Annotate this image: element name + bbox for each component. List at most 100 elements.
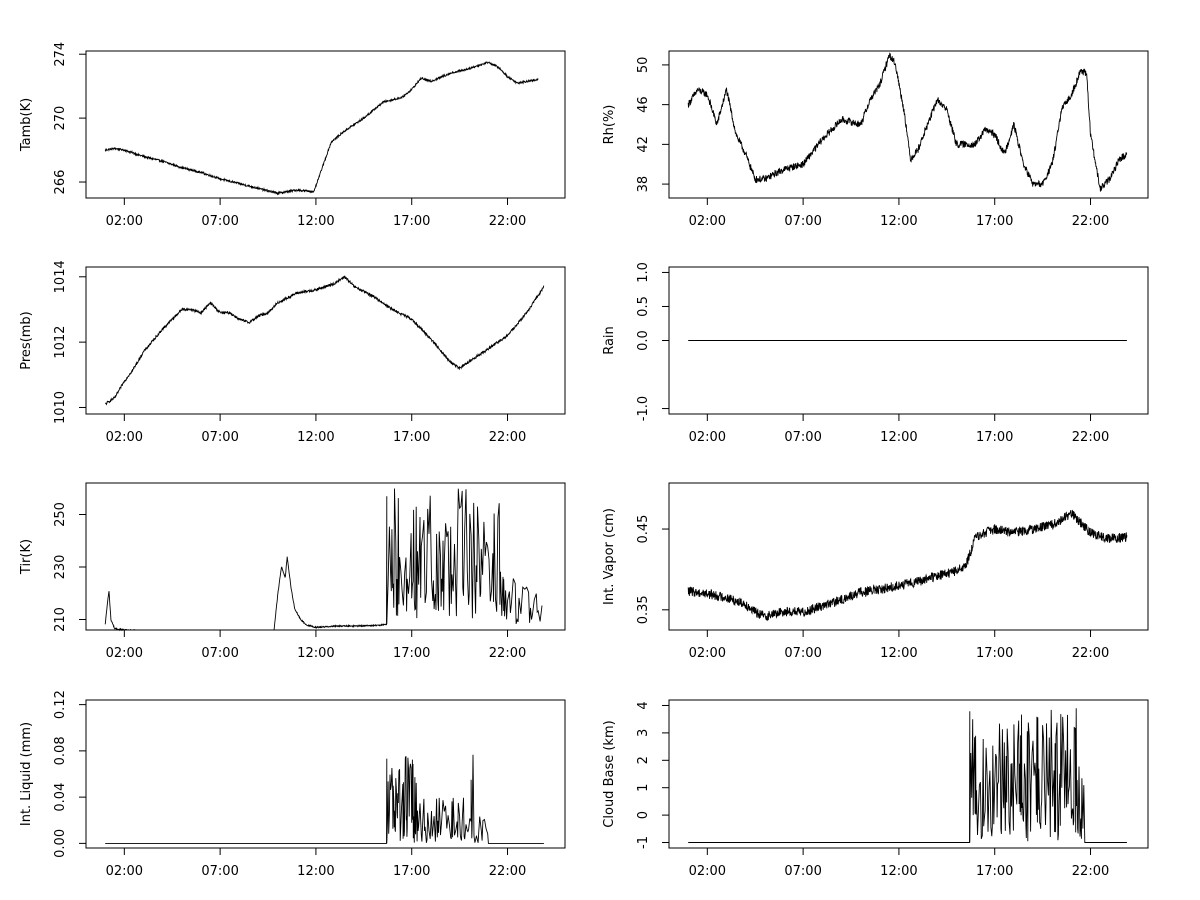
y-tick-label: 42 — [636, 136, 651, 153]
y-axis-label: Int. Vapor (cm) — [602, 508, 617, 605]
x-tick-label: 07:00 — [201, 430, 238, 445]
y-tick-label: 270 — [53, 106, 68, 131]
y-tick-label: 0.35 — [636, 595, 651, 624]
y-tick-label: 1014 — [53, 260, 68, 293]
series-line — [687, 509, 1128, 622]
x-tick-label: 02:00 — [106, 864, 143, 879]
x-tick-label: 02:00 — [106, 214, 143, 229]
x-tick-label: 12:00 — [297, 646, 334, 661]
x-tick-label: 17:00 — [393, 646, 430, 661]
series-line — [688, 708, 1127, 843]
y-axis-label: Tir(K) — [19, 539, 34, 575]
x-tick-label: 22:00 — [1072, 430, 1109, 445]
y-tick-label: -1 — [636, 836, 651, 849]
panel-7: 02:00 07:00 12:00 17:00 22:00 0.00 0.04 0.08 0.1… — [19, 690, 566, 879]
plot-frame — [85, 482, 566, 631]
series-line — [104, 275, 545, 406]
x-tick-label: 17:00 — [976, 646, 1013, 661]
x-tick-label: 07:00 — [784, 864, 821, 879]
series-line — [104, 61, 539, 196]
x-tick-label: 17:00 — [976, 430, 1013, 445]
series-line — [687, 52, 1128, 192]
series-line — [105, 754, 544, 844]
x-tick-label: 22:00 — [489, 214, 526, 229]
x-tick-label: 12:00 — [297, 864, 334, 879]
x-tick-label: 12:00 — [297, 214, 334, 229]
y-tick-label: 3 — [636, 729, 651, 737]
y-tick-label: 0.5 — [636, 296, 651, 317]
y-axis-label: Rh(%) — [602, 105, 617, 145]
panel-1: 02:00 07:00 12:00 17:00 22:00 266 270 274 Tamb(K… — [19, 42, 566, 229]
y-tick-label: 1010 — [53, 391, 68, 424]
panel-5: 02:00 07:00 12:00 17:00 22:00 210 230 250 Tir(K) — [19, 482, 566, 661]
y-tick-label: 1 — [636, 784, 651, 792]
y-axis-label: Cloud Base (km) — [602, 720, 617, 827]
y-tick-label: 266 — [53, 170, 68, 195]
x-tick-label: 22:00 — [1072, 214, 1109, 229]
x-tick-label: 12:00 — [297, 430, 334, 445]
y-tick-label: 230 — [53, 555, 68, 580]
y-tick-label: 0 — [636, 811, 651, 819]
x-tick-label: 02:00 — [689, 214, 726, 229]
y-axis-label: Int. Liquid (mm) — [19, 722, 34, 826]
x-tick-label: 07:00 — [784, 214, 821, 229]
y-tick-label: 50 — [636, 57, 651, 74]
y-tick-label: 0.00 — [53, 829, 68, 858]
panel-2: 02:00 07:00 12:00 17:00 22:00 38 42 46 50 Rh(%) — [602, 50, 1149, 229]
y-tick-label: 0.04 — [53, 783, 68, 812]
panel-8: 02:00 07:00 12:00 17:00 22:00 -1 0 1 2 3 4 Cloud Ba… — [602, 699, 1149, 879]
series-line — [104, 488, 543, 632]
x-tick-label: 22:00 — [1072, 864, 1109, 879]
y-tick-label: 250 — [53, 502, 68, 527]
panel-4: 02:00 07:00 12:00 17:00 22:00 -1.0 0.0 0.5 1.0 Ra… — [602, 262, 1149, 445]
plot-frame — [668, 699, 1149, 849]
panel-6: 02:00 07:00 12:00 17:00 22:00 0.35 0.45 Int. Va… — [602, 482, 1149, 661]
x-tick-label: 12:00 — [880, 864, 917, 879]
x-tick-label: 02:00 — [689, 430, 726, 445]
panel-3: 02:00 07:00 12:00 17:00 22:00 1010 1012 1014 Pre… — [19, 260, 566, 445]
x-tick-label: 07:00 — [201, 646, 238, 661]
y-tick-label: 1012 — [53, 326, 68, 359]
x-tick-label: 07:00 — [201, 214, 238, 229]
y-tick-label: 2 — [636, 756, 651, 764]
x-tick-label: 02:00 — [106, 430, 143, 445]
plot-frame — [85, 266, 566, 415]
x-tick-label: 17:00 — [393, 864, 430, 879]
y-tick-label: 38 — [636, 176, 651, 193]
y-axis-label: Tamb(K) — [19, 98, 34, 152]
x-tick-label: 17:00 — [976, 864, 1013, 879]
x-tick-label: 22:00 — [489, 646, 526, 661]
x-tick-label: 17:00 — [976, 214, 1013, 229]
y-tick-label: 46 — [636, 96, 651, 113]
x-tick-label: 02:00 — [689, 864, 726, 879]
x-tick-label: 07:00 — [201, 864, 238, 879]
x-tick-label: 22:00 — [489, 430, 526, 445]
y-tick-label: 4 — [636, 701, 651, 709]
y-tick-label: 1.0 — [636, 262, 651, 283]
x-tick-label: 22:00 — [489, 864, 526, 879]
y-tick-label: 210 — [53, 607, 68, 632]
x-tick-label: 12:00 — [880, 214, 917, 229]
y-tick-label: 274 — [53, 42, 68, 67]
y-axis-label: Pres(mb) — [19, 311, 34, 370]
x-tick-label: 17:00 — [393, 430, 430, 445]
x-tick-label: 17:00 — [393, 214, 430, 229]
plot-frame — [668, 50, 1149, 199]
plot-frame — [85, 699, 566, 849]
plot-frame — [85, 50, 566, 199]
x-tick-label: 07:00 — [784, 430, 821, 445]
x-tick-label: 12:00 — [880, 646, 917, 661]
panels-group: 02:00 07:00 12:00 17:00 22:00 266 270 274 Tamb(K… — [19, 42, 1149, 879]
y-tick-label: 0.0 — [636, 330, 651, 351]
x-tick-label: 02:00 — [106, 646, 143, 661]
x-tick-label: 02:00 — [689, 646, 726, 661]
y-tick-label: 0.12 — [53, 690, 68, 719]
plot-frame — [668, 482, 1149, 631]
x-tick-label: 22:00 — [1072, 646, 1109, 661]
y-tick-label: 0.08 — [53, 736, 68, 765]
x-tick-label: 07:00 — [784, 646, 821, 661]
x-tick-label: 12:00 — [880, 430, 917, 445]
y-axis-label: Rain — [602, 326, 617, 355]
y-tick-label: 0.45 — [636, 515, 651, 544]
